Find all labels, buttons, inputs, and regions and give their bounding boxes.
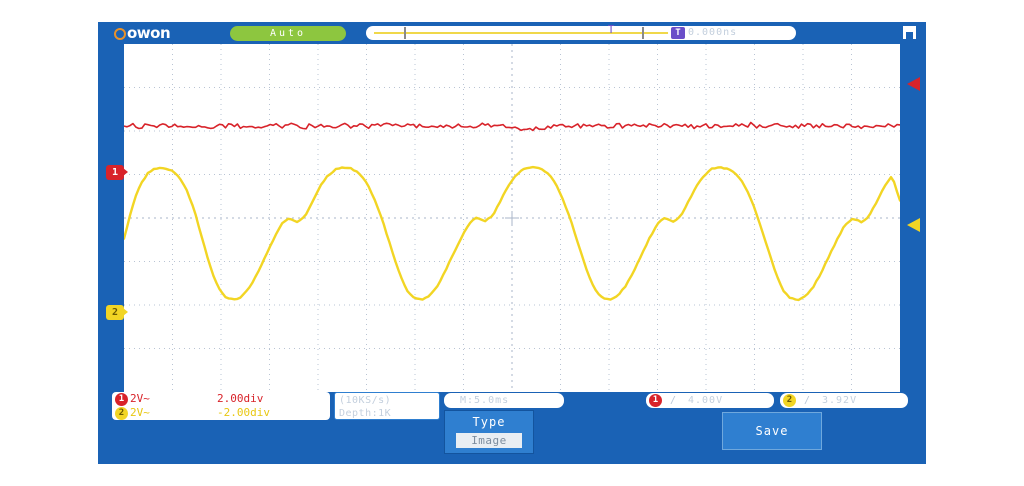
channel-2-trigger-readout[interactable]: 2 / 3.92V <box>780 393 908 408</box>
channel-2-coupling: 2V~ <box>130 406 150 419</box>
trigger-status-badge[interactable]: Auto <box>230 26 346 41</box>
channel-1-badge: 1 <box>115 393 128 406</box>
channel-2-waveform <box>124 165 900 302</box>
channel-1-trigger-level-arrow[interactable] <box>907 77 920 91</box>
sample-rate-value: (10KS/s) <box>339 395 392 406</box>
channel-2-trigger-level: 3.92V <box>822 395 858 406</box>
channel-1-waveform <box>124 121 900 132</box>
channel-1-slope-icon: / <box>670 395 677 406</box>
channel-1-settings-row[interactable]: 1 2V~ 2.00div <box>112 392 330 406</box>
owon-logo: owon <box>114 25 214 42</box>
channel-2-slope-icon: / <box>804 395 811 406</box>
trigger-point-marker: T <box>607 23 615 36</box>
channel-2-badge: 2 <box>115 407 128 420</box>
oscilloscope-screen: owon Auto T T 0.000ns T <box>98 22 926 464</box>
channel-1-coupling: 2V~ <box>130 392 150 405</box>
trigger-position-readout[interactable]: T 0.000ns <box>668 26 796 40</box>
trigger-position-value: 0.000ns <box>688 27 738 38</box>
horizontal-position-trace <box>374 32 674 34</box>
channel-1-ground-marker[interactable]: 1 <box>106 165 128 180</box>
type-menu-label: Type <box>472 415 506 429</box>
channel-2-ground-marker[interactable]: 2 <box>106 305 128 320</box>
channel-settings-panel: 1 2V~ 2.00div 2 2V~ -2.00div <box>112 392 330 420</box>
timebase-value: M:5.0ms <box>460 395 510 406</box>
type-menu-selected-value[interactable]: Image <box>456 433 522 448</box>
logo-ring-icon <box>114 28 126 40</box>
waveform-canvas <box>124 44 900 392</box>
channel-2-division: -2.00div <box>217 406 270 419</box>
horizontal-window-right-tick <box>642 27 644 39</box>
acquisition-info-panel: (10KS/s) Depth:1K <box>334 392 440 420</box>
horizontal-position-bar[interactable] <box>366 26 682 40</box>
top-status-bar: owon Auto T T 0.000ns <box>98 22 926 44</box>
waveform-graticule <box>124 44 900 392</box>
channel-1-trigger-readout[interactable]: 1 / 4.00V <box>646 393 774 408</box>
channel-2-trigger-level-arrow[interactable] <box>907 218 920 232</box>
trigger-tag-icon: T <box>671 27 685 39</box>
horizontal-window-left-tick <box>404 27 406 39</box>
floppy-disk-icon[interactable] <box>903 26 916 39</box>
channel-2-settings-row[interactable]: 2 2V~ -2.00div <box>112 406 330 420</box>
timebase-readout[interactable]: M:5.0ms <box>444 393 564 408</box>
channel-2-trigger-badge: 2 <box>783 394 796 407</box>
channel-1-trigger-level: 4.00V <box>688 395 724 406</box>
memory-depth-value: Depth:1K <box>339 408 392 419</box>
grid-dots <box>124 44 900 392</box>
channel-1-trigger-badge: 1 <box>649 394 662 407</box>
type-menu[interactable]: Type Image <box>444 410 534 454</box>
save-button[interactable]: Save <box>722 412 822 450</box>
center-crosshair <box>505 211 519 225</box>
brand-name: owon <box>127 24 171 42</box>
channel-1-division: 2.00div <box>217 392 264 405</box>
